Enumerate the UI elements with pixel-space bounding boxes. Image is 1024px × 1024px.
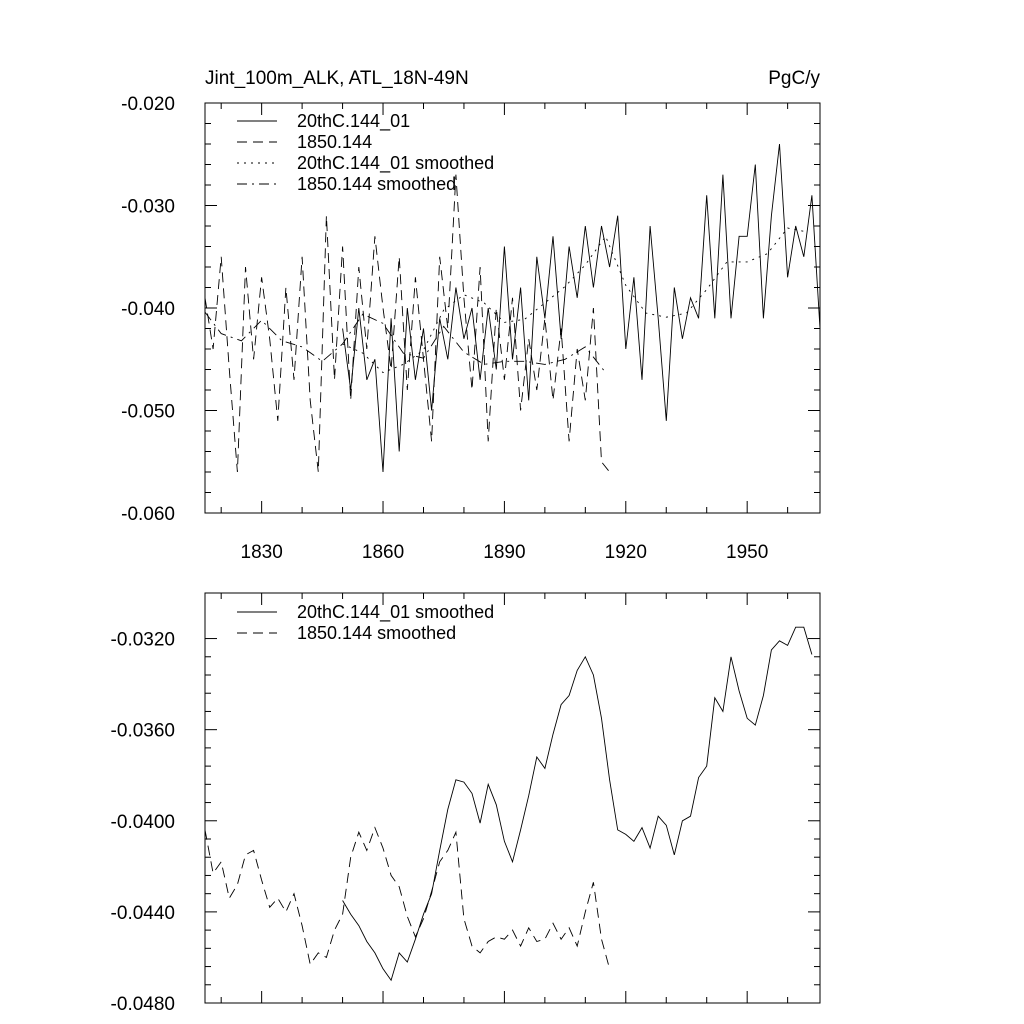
top-series xyxy=(204,143,821,473)
series-line-2 xyxy=(342,227,808,374)
y-tick-label: -0.0360 xyxy=(111,721,175,742)
legend-label: 20thC.144_01 xyxy=(297,111,410,132)
y-tick-label: -0.030 xyxy=(121,197,175,218)
y-tick-label: -0.0400 xyxy=(111,812,175,833)
y-tick-label: -0.060 xyxy=(121,504,175,525)
x-tick-label: 1950 xyxy=(726,542,768,563)
bottom-series xyxy=(204,626,813,982)
series-line-3 xyxy=(204,311,606,373)
y-tick-label: -0.0440 xyxy=(111,903,175,924)
x-tick-label: 1920 xyxy=(605,542,647,563)
series-line-0 xyxy=(342,626,813,982)
x-tick-label: 1890 xyxy=(483,542,525,563)
top-title-right: PgC/y xyxy=(768,68,820,89)
legend-label: 1850.144 xyxy=(297,132,372,152)
x-tick-label: 1860 xyxy=(362,542,404,563)
top-ticks: 1830 1860 1890 1920 1950 -0.060 -0.050 -0.040 -0… xyxy=(121,94,820,563)
y-tick-label: -0.050 xyxy=(121,402,175,423)
y-tick-label: -0.040 xyxy=(121,299,175,320)
bottom-plot-frame xyxy=(204,592,821,1004)
legend-label: 1850.144 smoothed xyxy=(297,174,456,194)
legend-label: 1850.144 smoothed xyxy=(297,623,456,643)
top-panel: Jint_100m_ALK, ATL_18N-49N PgC/y 1830 186… xyxy=(121,68,821,563)
bottom-panel: -0.0480 -0.0440 -0.0400 -0.0360 -0.0320 20th… xyxy=(111,592,821,1015)
legend-label: 20thC.144_01 smoothed xyxy=(297,602,494,623)
bottom-ticks: -0.0480 -0.0440 -0.0400 -0.0360 -0.0320 xyxy=(111,593,820,1015)
series-line-0 xyxy=(342,143,821,473)
series-line-1 xyxy=(204,174,610,473)
legend-label: 20thC.144_01 smoothed xyxy=(297,153,494,174)
y-tick-label: -0.0320 xyxy=(111,630,175,651)
top-title-left: Jint_100m_ALK, ATL_18N-49N xyxy=(205,68,469,89)
y-tick-label: -0.020 xyxy=(121,94,175,115)
y-tick-label: -0.0480 xyxy=(111,994,175,1015)
x-tick-label: 1830 xyxy=(241,542,283,563)
series-line-1 xyxy=(204,826,611,969)
